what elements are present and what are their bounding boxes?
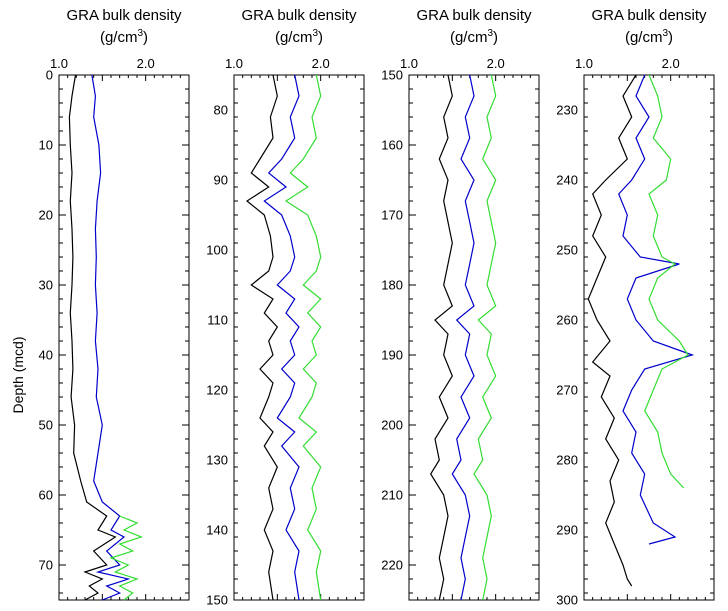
y-tick-label: 0 [46, 68, 53, 83]
y-tick-label: 40 [39, 348, 53, 363]
y-tick-label: 60 [39, 488, 53, 503]
density-series-line [263, 74, 300, 601]
y-tick-label: 30 [39, 278, 53, 293]
y-tick-label: 120 [206, 383, 228, 398]
density-series-line [284, 74, 322, 601]
y-tick-label: 240 [556, 173, 578, 188]
y-tick-label: 140 [206, 523, 228, 538]
y-tick-label: 130 [206, 453, 228, 468]
y-tick-label: 20 [39, 208, 53, 223]
panel-title: GRA bulk density [241, 7, 357, 24]
y-tick-label: 170 [381, 208, 403, 223]
panel-unit: (g/cm3) [625, 28, 673, 46]
density-series-line [644, 74, 689, 489]
density-series-line [587, 74, 637, 587]
panel-frame [408, 74, 540, 601]
y-tick-label: 10 [39, 138, 53, 153]
y-tick-label: 100 [206, 243, 228, 258]
x-tick-label: 1.0 [225, 56, 243, 71]
x-tick-label: 2.0 [137, 56, 155, 71]
panel-frame [583, 74, 715, 601]
y-tick-label: 150 [381, 68, 403, 83]
y-tick-label: 210 [381, 488, 403, 503]
density-series-line [473, 74, 497, 601]
density-series-line [91, 74, 131, 601]
x-tick-label: 1.0 [50, 56, 68, 71]
y-tick-label: 220 [381, 558, 403, 573]
y-tick-label: 200 [381, 418, 403, 433]
y-tick-label: 160 [381, 138, 403, 153]
density-series-line [245, 74, 279, 601]
y-tick-label: 90 [214, 173, 228, 188]
x-tick-label: 2.0 [487, 56, 505, 71]
x-tick-label: 1.0 [575, 56, 593, 71]
x-tick-label: 1.0 [400, 56, 418, 71]
density-series-line [68, 74, 117, 601]
y-tick-label: 150 [206, 593, 228, 608]
y-tick-label: 290 [556, 523, 578, 538]
panel-frame [58, 74, 190, 601]
x-tick-label: 2.0 [312, 56, 330, 71]
panel-unit: (g/cm3) [450, 28, 498, 46]
panel-title: GRA bulk density [66, 7, 182, 24]
y-tick-label: 190 [381, 348, 403, 363]
panel-title: GRA bulk density [416, 7, 532, 24]
panel-title: GRA bulk density [591, 7, 707, 24]
panel-unit: (g/cm3) [275, 28, 323, 46]
density-series-line [429, 74, 454, 601]
density-series-line [451, 74, 475, 601]
y-tick-label: 260 [556, 313, 578, 328]
x-tick-label: 2.0 [662, 56, 680, 71]
panel-unit: (g/cm3) [100, 28, 148, 46]
y-tick-label: 250 [556, 243, 578, 258]
y-axis-label: Depth (mcd) [10, 336, 26, 413]
density-series-line [109, 515, 144, 601]
y-tick-label: 110 [207, 313, 228, 328]
y-tick-label: 270 [556, 383, 578, 398]
y-tick-label: 50 [39, 418, 53, 433]
y-tick-label: 80 [214, 103, 228, 118]
density-series-line [617, 74, 695, 545]
y-tick-label: 70 [39, 558, 53, 573]
y-tick-label: 300 [556, 593, 578, 608]
y-tick-label: 280 [556, 453, 578, 468]
y-tick-label: 230 [556, 103, 578, 118]
y-tick-label: 180 [381, 278, 403, 293]
panel-frame [233, 74, 365, 601]
